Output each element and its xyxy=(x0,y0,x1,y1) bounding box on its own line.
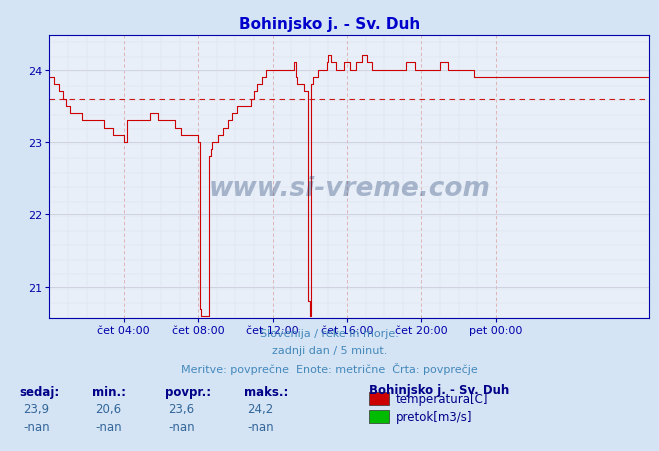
Text: povpr.:: povpr.: xyxy=(165,386,211,399)
Text: 24,2: 24,2 xyxy=(247,402,273,415)
Text: -nan: -nan xyxy=(23,420,49,433)
Text: Meritve: povprečne  Enote: metrične  Črta: povprečje: Meritve: povprečne Enote: metrične Črta:… xyxy=(181,362,478,374)
Text: zadnji dan / 5 minut.: zadnji dan / 5 minut. xyxy=(272,345,387,355)
Text: -nan: -nan xyxy=(168,420,194,433)
Text: maks.:: maks.: xyxy=(244,386,288,399)
Text: www.si-vreme.com: www.si-vreme.com xyxy=(208,175,490,201)
Text: pretok[m3/s]: pretok[m3/s] xyxy=(395,410,472,423)
Text: -nan: -nan xyxy=(247,420,273,433)
Text: 20,6: 20,6 xyxy=(96,402,122,415)
Text: Bohinjsko j. - Sv. Duh: Bohinjsko j. - Sv. Duh xyxy=(369,383,509,396)
Text: -nan: -nan xyxy=(96,420,122,433)
Text: 23,6: 23,6 xyxy=(168,402,194,415)
Text: temperatura[C]: temperatura[C] xyxy=(395,392,488,405)
Text: min.:: min.: xyxy=(92,386,127,399)
Text: sedaj:: sedaj: xyxy=(20,386,60,399)
Text: 23,9: 23,9 xyxy=(23,402,49,415)
Text: Slovenija / reke in morje.: Slovenija / reke in morje. xyxy=(260,328,399,338)
Text: Bohinjsko j. - Sv. Duh: Bohinjsko j. - Sv. Duh xyxy=(239,17,420,32)
